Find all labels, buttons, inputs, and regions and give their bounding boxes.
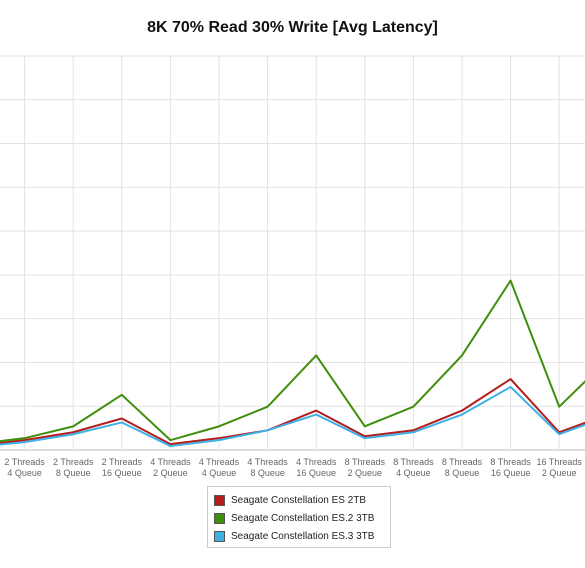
legend-label-es3-3tb: Seagate Constellation ES.3 3TB bbox=[231, 530, 375, 542]
series-line-0 bbox=[0, 378, 585, 446]
x-tick-label: 16 Queue bbox=[102, 468, 142, 478]
x-tick-label: 8 Queue bbox=[250, 468, 285, 478]
x-tick-label: 4 Threads bbox=[247, 457, 288, 467]
legend-item-es3-3tb: Seagate Constellation ES.3 3TB bbox=[214, 527, 384, 545]
x-tick-label: 4 Threads bbox=[296, 457, 337, 467]
x-tick-label: 16 Threads bbox=[537, 457, 583, 467]
x-tick-label: 16 Queue bbox=[296, 468, 336, 478]
legend-swatch-es2-3tb bbox=[214, 512, 225, 524]
series-line-1 bbox=[0, 279, 585, 443]
series-line-2 bbox=[0, 385, 585, 448]
x-tick-label: 16 Queue bbox=[491, 468, 531, 478]
x-tick-label: 8 Queue bbox=[445, 468, 480, 478]
x-tick-label: 2 Queue bbox=[348, 468, 383, 478]
legend-item-es-2tb: Seagate Constellation ES 2TB bbox=[214, 491, 384, 509]
x-tick-label: 4 Queue bbox=[396, 468, 431, 478]
x-tick-label: 2 Queue bbox=[153, 468, 188, 478]
legend-item-es2-3tb: Seagate Constellation ES.2 3TB bbox=[214, 509, 384, 527]
x-tick-label: 8 Threads bbox=[345, 457, 386, 467]
x-tick-label: 8 Threads bbox=[490, 457, 531, 467]
legend-swatch-es3-3tb bbox=[214, 530, 225, 542]
x-tick-label: 2 Threads bbox=[4, 457, 45, 467]
legend-label-es2-3tb: Seagate Constellation ES.2 3TB bbox=[231, 512, 375, 524]
x-tick-label: 8 Queue bbox=[56, 468, 91, 478]
x-tick-label: 8 Threads bbox=[442, 457, 483, 467]
legend-label-es-2tb: Seagate Constellation ES 2TB bbox=[231, 494, 367, 506]
x-tick-label: 8 Threads bbox=[393, 457, 434, 467]
chart-title: 8K 70% Read 30% Write [Avg Latency] bbox=[147, 19, 438, 36]
legend-swatch-es-2tb bbox=[214, 494, 225, 506]
x-tick-label: 4 Queue bbox=[202, 468, 237, 478]
x-tick-label: 4 Threads bbox=[150, 457, 191, 467]
x-tick-label: 2 Threads bbox=[102, 457, 143, 467]
x-tick-label: 4 Threads bbox=[199, 457, 240, 467]
x-tick-label: 2 Threads bbox=[53, 457, 94, 467]
x-tick-label: 4 Queue bbox=[7, 468, 42, 478]
x-tick-label: 2 Queue bbox=[542, 468, 577, 478]
legend: Seagate Constellation ES 2TB Seagate Con… bbox=[207, 486, 391, 548]
